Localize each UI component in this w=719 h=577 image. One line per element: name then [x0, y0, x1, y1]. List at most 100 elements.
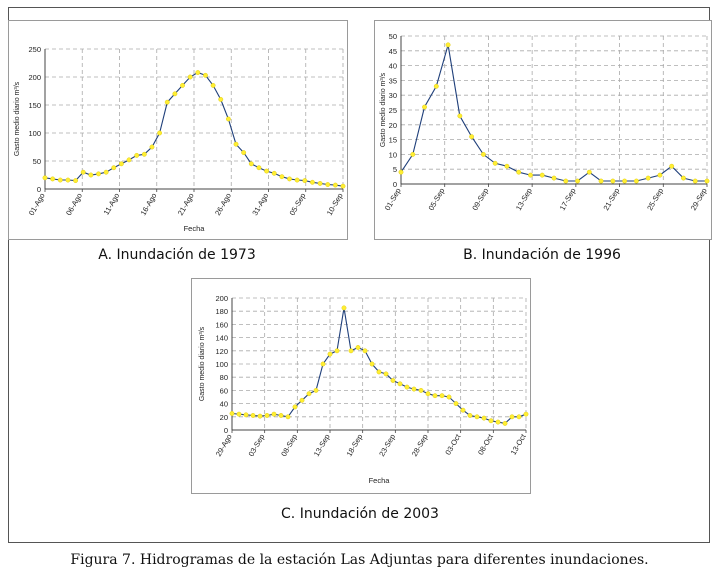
x-tick-label: 01-Sep [383, 187, 403, 212]
data-point [264, 413, 270, 418]
y-axis-label: Gasto medio diario m³/s [380, 72, 387, 147]
data-point [598, 178, 604, 184]
data-point [539, 172, 545, 178]
data-point [294, 177, 300, 183]
y-tick-label: 0 [37, 185, 41, 194]
data-point [504, 163, 510, 169]
data-point [278, 413, 284, 418]
data-point [422, 104, 427, 110]
data-point [390, 378, 396, 383]
data-point [495, 419, 501, 425]
data-point [88, 172, 94, 178]
data-point [96, 171, 101, 177]
x-tick-label: 13-Sep [312, 433, 332, 458]
data-point [502, 420, 508, 426]
data-point [523, 411, 529, 417]
data-point [439, 393, 445, 399]
chart-caption-c: C. Inundación de 2003 [281, 506, 439, 522]
data-point [327, 351, 333, 357]
x-tick-label: 28-Sep [410, 433, 430, 458]
data-point [376, 369, 382, 375]
x-tick-label: 29-Sep [689, 187, 709, 212]
data-point [410, 151, 416, 157]
data-point [279, 174, 285, 180]
y-tick-label: 140 [215, 334, 228, 343]
data-point [65, 177, 71, 183]
data-point [187, 74, 193, 80]
data-point [111, 165, 117, 171]
x-tick-label: 10-Sep [325, 192, 345, 217]
x-tick-label: 03-Sep [247, 433, 267, 458]
data-point [369, 361, 375, 367]
data-point [80, 169, 86, 175]
data-point [317, 180, 323, 186]
figure-caption: Figura 7. Hidrogramas de la estación Las… [70, 552, 649, 568]
y-tick-label: 20 [220, 413, 228, 422]
data-point [332, 182, 338, 188]
data-point [119, 161, 124, 167]
x-tick-label: 06-Ago [64, 192, 84, 217]
data-point [149, 144, 155, 150]
y-tick-label: 10 [389, 150, 397, 159]
data-point [42, 175, 48, 181]
x-axis-label: Fecha [369, 476, 391, 485]
x-tick-label: 21-Ago [176, 192, 196, 217]
y-tick-label: 5 [393, 165, 397, 174]
y-tick-label: 20 [389, 121, 397, 130]
data-point [325, 182, 331, 187]
x-tick-label: 13-Oct [509, 432, 529, 457]
data-point [203, 72, 208, 78]
y-tick-label: 250 [28, 45, 41, 54]
y-tick-label: 150 [28, 101, 41, 110]
data-point [397, 381, 403, 387]
data-point [575, 178, 580, 184]
data-point [398, 169, 404, 175]
series-line [44, 71, 344, 187]
data-point [481, 415, 487, 421]
data-point [586, 169, 592, 175]
chart-2003: 0 20 40 60 80 100 120 140 160 180 200 29-Ago 03-Sep 0… [199, 294, 529, 485]
data-point [126, 157, 132, 163]
data-point [362, 348, 368, 354]
x-tick-label: 03-Oct [443, 432, 463, 457]
data-point [285, 414, 291, 420]
data-point [271, 170, 277, 176]
data-point [241, 150, 247, 156]
y-axis-label: Gasto medio diario m³/s [14, 81, 21, 156]
data-point [704, 178, 710, 184]
data-point [453, 401, 459, 407]
chart-panel-c: 0 20 40 60 80 100 120 140 160 180 200 29-Ago 03-Sep 0… [191, 278, 531, 494]
data-point [610, 178, 616, 184]
figure-frame [8, 7, 710, 543]
y-tick-label: 180 [215, 307, 228, 316]
data-point [404, 384, 410, 390]
x-tick-label: 05-Sep [288, 192, 308, 217]
data-point [460, 407, 466, 413]
data-point [445, 42, 451, 48]
data-point [164, 99, 170, 105]
data-point [292, 404, 298, 410]
y-tick-label: 40 [220, 400, 228, 409]
data-point [348, 348, 354, 354]
x-tick-label: 01-Ago [27, 192, 47, 217]
data-point [57, 177, 63, 183]
x-tick-label: 25-Sep [645, 187, 665, 212]
data-point [248, 161, 254, 167]
data-point [218, 97, 224, 102]
y-tick-label: 60 [220, 386, 228, 395]
data-point [172, 91, 178, 97]
data-point [355, 345, 361, 350]
data-point [681, 175, 686, 181]
x-tick-label: 21-Sep [601, 186, 621, 211]
data-point [313, 388, 319, 393]
y-tick-label: 35 [389, 76, 397, 85]
y-tick-label: 80 [220, 373, 228, 382]
data-point [287, 176, 292, 182]
data-point [233, 141, 239, 147]
data-point [425, 391, 431, 397]
x-axis-label: Fecha [184, 224, 206, 233]
y-tick-label: 160 [215, 320, 228, 329]
y-tick-label: 50 [33, 157, 41, 166]
chart-panel-b: 0 5 10 15 20 25 30 35 40 45 50 01-Sep 05-Sep 09-Sep 13… [374, 20, 712, 240]
data-point [457, 113, 463, 119]
